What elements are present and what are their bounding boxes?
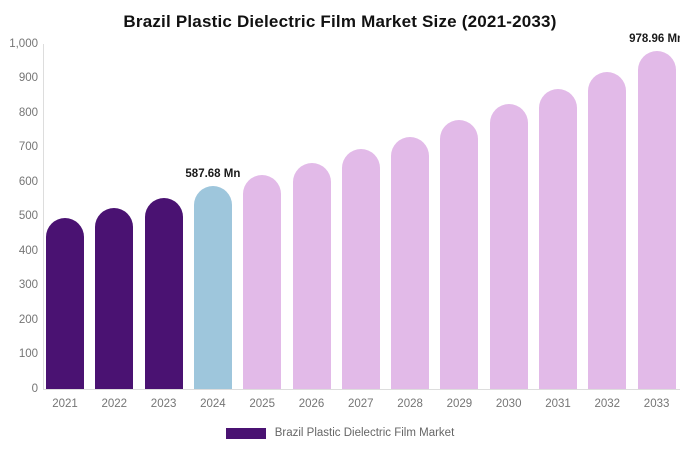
bar-2023 (144, 197, 183, 389)
bar-2033 (637, 51, 676, 389)
bar-2028 (391, 137, 430, 389)
x-tick-label-2024: 2024 (200, 398, 226, 410)
y-axis-line (43, 44, 44, 389)
value-label-2024: 587.68 Mn (185, 168, 241, 181)
x-tick-label-2033: 2033 (643, 398, 670, 410)
x-tick-label-2025: 2025 (249, 398, 275, 410)
x-tick-label-2026: 2026 (298, 398, 325, 410)
x-tick-label-2023: 2023 (150, 398, 177, 410)
bar-2025 (243, 175, 282, 389)
legend: Brazil Plastic Dielectric Film Market (0, 426, 680, 440)
chart-title: Brazil Plastic Dielectric Film Market Si… (123, 12, 557, 31)
x-tick-label-2032: 2032 (594, 398, 621, 410)
bar-2026 (292, 163, 331, 389)
value-label-2033: 978.96 Mn (629, 33, 680, 46)
x-tick-label-2022: 2022 (101, 398, 128, 410)
y-tick-label-200: 200 (18, 313, 38, 326)
y-tick-label-600: 600 (18, 175, 38, 188)
y-tick-label-0: 0 (31, 382, 38, 395)
x-axis-line (43, 389, 680, 390)
x-tick-label-2029: 2029 (446, 398, 473, 410)
y-tick-label-700: 700 (18, 141, 38, 153)
bar-2031 (539, 88, 577, 389)
bar-2027 (341, 149, 380, 389)
bar-2032 (588, 71, 627, 389)
bar-2021 (46, 218, 84, 389)
x-tick-label-2027: 2027 (348, 398, 374, 410)
x-tick-label-2028: 2028 (397, 398, 423, 410)
y-tick-label-400: 400 (18, 244, 38, 257)
legend-label: Brazil Plastic Dielectric Film Market (274, 427, 455, 439)
x-tick-label-2031: 2031 (545, 398, 571, 410)
y-tick-label-300: 300 (18, 279, 38, 291)
bar-2022 (95, 207, 134, 389)
y-tick-label-500: 500 (18, 210, 38, 222)
x-tick-label-2021: 2021 (52, 398, 78, 410)
legend-item-market[interactable]: Brazil Plastic Dielectric Film Market (225, 426, 455, 440)
y-tick-label-900: 900 (18, 72, 38, 84)
bar-2030 (489, 104, 528, 389)
legend-swatch-icon (225, 427, 266, 439)
bar-2024 (193, 186, 232, 389)
x-tick-label-2030: 2030 (495, 398, 522, 410)
y-tick-label-800: 800 (18, 106, 38, 119)
bar-2029 (440, 119, 479, 389)
y-tick-label-1000: 1,000 (9, 37, 38, 50)
y-tick-label-100: 100 (18, 348, 38, 360)
